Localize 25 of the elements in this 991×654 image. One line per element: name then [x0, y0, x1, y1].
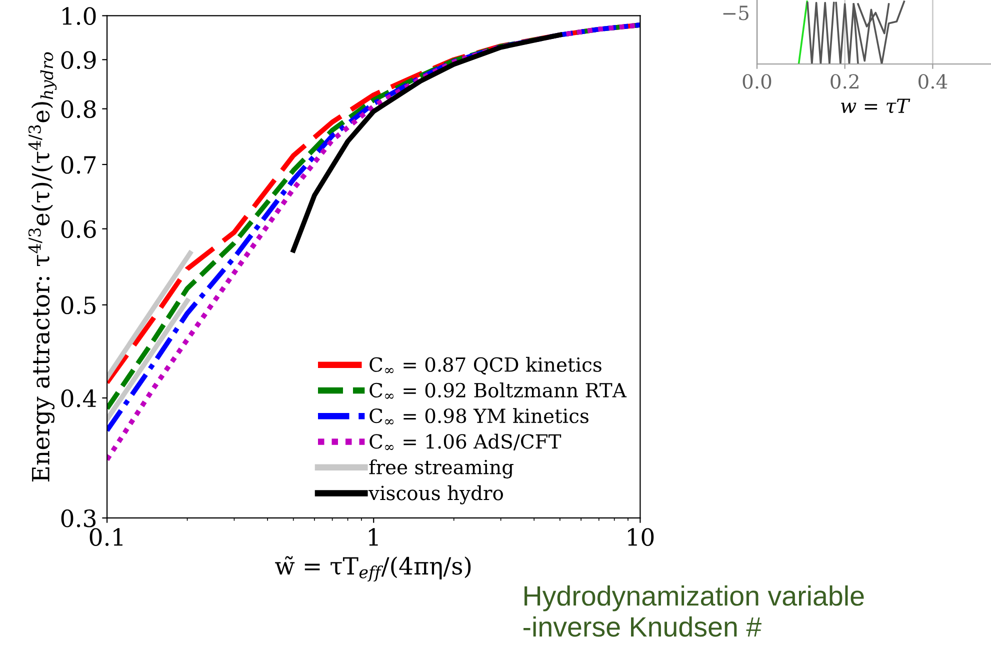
text: Hydrodynamization variable -inverse Knudsen # [523, 585, 864, 637]
legend-label: free streaming [369, 459, 514, 478]
legend-label: C$_{∞}$ = 0.98 YM kinetics [370, 408, 588, 424]
x-tick-label: 0.2 [830, 74, 858, 89]
x-tick-label: 10 [628, 528, 654, 546]
y-tick-label: 0.5 [61, 296, 96, 314]
y-tick-label: 0.4 [61, 389, 96, 408]
legend-label: viscous hydro [368, 485, 503, 504]
x-tick-label: 0.4 [918, 74, 948, 89]
legend-label: C$_{∞}$ = 1.06 AdS/CFT [370, 434, 562, 450]
text: −5 [723, 6, 748, 20]
y-tick-label: 0.8 [61, 100, 96, 118]
x-axis-title: w = τT [841, 98, 910, 113]
x-tick-label: 1 [368, 528, 378, 546]
y-tick-label: 0.7 [61, 156, 96, 174]
y-tick-label: 1.0 [62, 7, 96, 25]
x-axis-title: w̃ = τT$_{eff}$/(4πη/s) [275, 556, 471, 582]
x-tick-label: 0.0 [742, 74, 772, 89]
y-tick-label: 0.6 [61, 220, 96, 238]
x-tick-label: 0.1 [90, 528, 122, 546]
legend-label: C$_{∞}$ = 0.92 Boltzmann RTA [370, 382, 627, 399]
y-tick-label: 0.9 [61, 51, 96, 69]
legend-label: C$_{∞}$ = 0.87 QCD kinetics [370, 356, 602, 375]
y-tick-label: 0.3 [61, 509, 96, 528]
y-axis-title: Energy attractor: τ$^{4/3}$e(τ)/(τ$^{4/3}$e)$_{hydro}$ [28, 52, 57, 482]
